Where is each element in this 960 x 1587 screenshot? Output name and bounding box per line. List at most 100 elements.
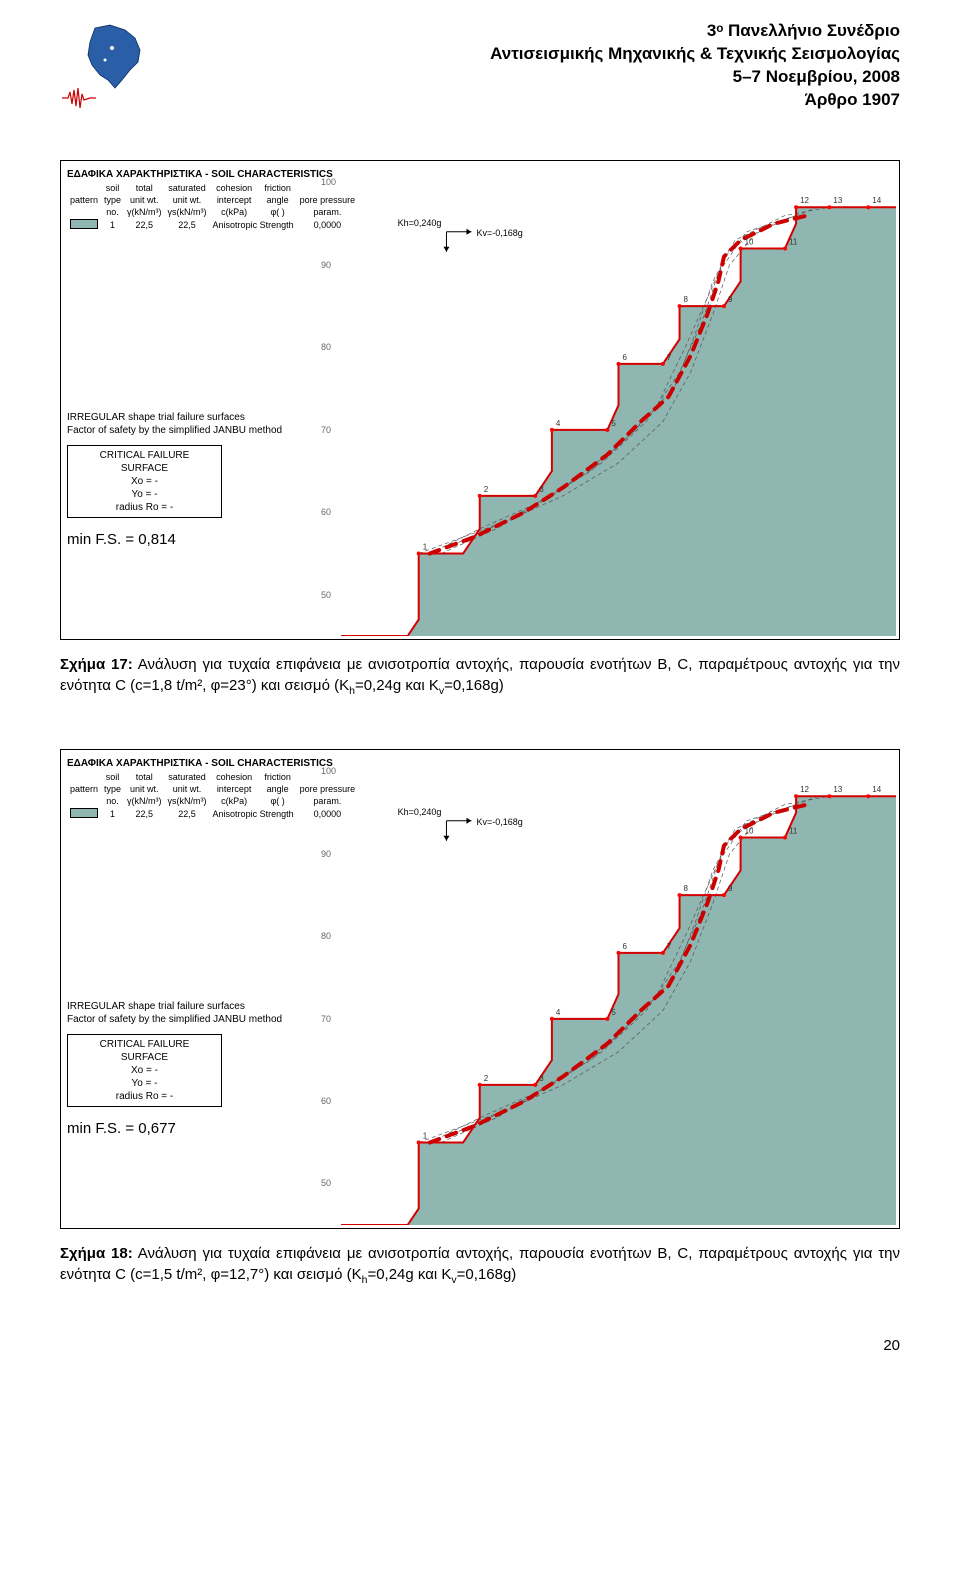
soil-characteristics-panel: ΕΔΑΦΙΚΑ ΧΑΡΑΚΤΗΡΙΣΤΙΚΑ - SOIL CHARACTERI… bbox=[67, 169, 337, 232]
profile-node-number: 13 bbox=[833, 196, 842, 205]
profile-node-dot bbox=[533, 1083, 537, 1087]
profile-node-number: 12 bbox=[800, 196, 809, 205]
profile-node-dot bbox=[866, 205, 870, 209]
profile-node-number: 4 bbox=[556, 1008, 561, 1017]
profile-node-number: 7 bbox=[667, 353, 672, 362]
profile-node-dot bbox=[417, 1140, 421, 1144]
profile-node-dot bbox=[783, 835, 787, 839]
header-line-3: 5–7 Νοεμβρίου, 2008 bbox=[490, 66, 900, 89]
soil-table: soiltotalsaturatedcohesionfrictionpatter… bbox=[67, 182, 358, 232]
soil-mass-fill bbox=[341, 796, 896, 1225]
y-tick-label: 50 bbox=[321, 1178, 331, 1188]
profile-node-dot bbox=[478, 1083, 482, 1087]
y-tick-label: 90 bbox=[321, 849, 331, 859]
page-header: 3ᵒ Πανελλήνιο Συνέδριο Αντισεισμικής Μηχ… bbox=[60, 20, 900, 130]
method-line: IRREGULAR shape trial failure surfaces bbox=[67, 1000, 282, 1013]
page-number: 20 bbox=[60, 1337, 900, 1354]
critical-failure-box: CRITICAL FAILURE SURFACEXo = -Yo = -radi… bbox=[67, 445, 222, 518]
soil-pattern-swatch bbox=[70, 808, 98, 818]
profile-node-number: 8 bbox=[684, 295, 689, 304]
profile-node-dot bbox=[605, 1017, 609, 1021]
profile-node-number: 9 bbox=[728, 295, 733, 304]
fig18-caption-label: Σχήμα 18: bbox=[60, 1245, 133, 1262]
svg-text:Kv=-0,168g: Kv=-0,168g bbox=[476, 228, 522, 238]
conference-logo bbox=[60, 20, 150, 110]
method-block: IRREGULAR shape trial failure surfacesFa… bbox=[67, 411, 282, 550]
profile-node-dot bbox=[866, 794, 870, 798]
profile-node-dot bbox=[617, 362, 621, 366]
profile-node-number: 7 bbox=[667, 942, 672, 951]
profile-node-number: 10 bbox=[745, 826, 754, 835]
soil-mass-fill bbox=[341, 207, 896, 636]
profile-node-number: 1 bbox=[423, 1131, 428, 1140]
figure-17: ΕΔΑΦΙΚΑ ΧΑΡΑΚΤΗΡΙΣΤΙΚΑ - SOIL CHARACTERI… bbox=[60, 160, 900, 699]
figure-18: ΕΔΑΦΙΚΑ ΧΑΡΑΚΤΗΡΙΣΤΙΚΑ - SOIL CHARACTERI… bbox=[60, 749, 900, 1288]
min-fs-label: min F.S. = 0,677 bbox=[67, 1119, 282, 1139]
profile-node-number: 6 bbox=[623, 942, 628, 951]
soil-characteristics-panel: ΕΔΑΦΙΚΑ ΧΑΡΑΚΤΗΡΙΣΤΙΚΑ - SOIL CHARACTERI… bbox=[67, 758, 337, 821]
profile-node-dot bbox=[794, 205, 798, 209]
profile-node-dot bbox=[617, 951, 621, 955]
profile-node-number: 5 bbox=[611, 419, 616, 428]
fig18-end: =0,168g) bbox=[457, 1266, 517, 1283]
profile-node-number: 10 bbox=[745, 237, 754, 246]
y-tick-label: 70 bbox=[321, 425, 331, 435]
profile-node-dot bbox=[550, 428, 554, 432]
figure-18-frame: ΕΔΑΦΙΚΑ ΧΑΡΑΚΤΗΡΙΣΤΙΚΑ - SOIL CHARACTERI… bbox=[60, 749, 900, 1229]
profile-node-dot bbox=[794, 794, 798, 798]
profile-node-dot bbox=[739, 835, 743, 839]
profile-node-number: 11 bbox=[789, 826, 798, 835]
slope-plot: 50607080901001234567891011121314Kh=0,240… bbox=[341, 166, 894, 634]
fig17-caption-label: Σχήμα 17: bbox=[60, 656, 133, 673]
profile-node-number: 4 bbox=[556, 419, 561, 428]
seismic-coefficient-indicator: Kh=0,240g Kv=-0,168g bbox=[398, 218, 523, 252]
profile-node-dot bbox=[722, 304, 726, 308]
figure-17-frame: ΕΔΑΦΙΚΑ ΧΑΡΑΚΤΗΡΙΣΤΙΚΑ - SOIL CHARACTERI… bbox=[60, 160, 900, 640]
profile-node-number: 8 bbox=[684, 884, 689, 893]
critical-failure-box: CRITICAL FAILURE SURFACEXo = -Yo = -radi… bbox=[67, 1034, 222, 1107]
y-tick-label: 60 bbox=[321, 1096, 331, 1106]
profile-node-dot bbox=[661, 951, 665, 955]
fig17-mid: =0,24g και K bbox=[355, 677, 439, 694]
profile-node-number: 3 bbox=[539, 1074, 544, 1083]
fig18-mid: =0,24g και K bbox=[367, 1266, 451, 1283]
profile-node-number: 14 bbox=[872, 785, 881, 794]
method-line: IRREGULAR shape trial failure surfaces bbox=[67, 411, 282, 424]
profile-node-number: 12 bbox=[800, 785, 809, 794]
header-text-block: 3ᵒ Πανελλήνιο Συνέδριο Αντισεισμικής Μηχ… bbox=[490, 20, 900, 112]
y-tick-label: 80 bbox=[321, 342, 331, 352]
profile-node-dot bbox=[678, 304, 682, 308]
profile-node-dot bbox=[739, 246, 743, 250]
min-fs-label: min F.S. = 0,814 bbox=[67, 530, 282, 550]
profile-node-number: 13 bbox=[833, 785, 842, 794]
header-line-1: 3ᵒ Πανελλήνιο Συνέδριο bbox=[490, 20, 900, 43]
y-tick-label: 100 bbox=[321, 177, 336, 187]
y-tick-label: 80 bbox=[321, 931, 331, 941]
profile-node-number: 9 bbox=[728, 884, 733, 893]
soil-title: ΕΔΑΦΙΚΑ ΧΑΡΑΚΤΗΡΙΣΤΙΚΑ - SOIL CHARACTERI… bbox=[67, 758, 337, 769]
y-tick-label: 90 bbox=[321, 260, 331, 270]
svg-text:Kv=-0,168g: Kv=-0,168g bbox=[476, 816, 522, 826]
profile-node-number: 11 bbox=[789, 237, 798, 246]
svg-text:Kh=0,240g: Kh=0,240g bbox=[398, 806, 442, 816]
profile-node-number: 5 bbox=[611, 1008, 616, 1017]
slope-plot: 50607080901001234567891011121314Kh=0,240… bbox=[341, 755, 894, 1223]
profile-node-dot bbox=[678, 893, 682, 897]
header-line-2: Αντισεισμικής Μηχανικής & Τεχνικής Σεισμ… bbox=[490, 43, 900, 66]
method-line: Factor of safety by the simplified JANBU… bbox=[67, 1013, 282, 1026]
profile-node-dot bbox=[661, 362, 665, 366]
profile-node-dot bbox=[783, 246, 787, 250]
header-line-4: Άρθρο 1907 bbox=[490, 89, 900, 112]
profile-node-dot bbox=[478, 494, 482, 498]
profile-node-dot bbox=[533, 494, 537, 498]
method-block: IRREGULAR shape trial failure surfacesFa… bbox=[67, 1000, 282, 1139]
y-tick-label: 70 bbox=[321, 1014, 331, 1024]
profile-node-dot bbox=[550, 1017, 554, 1021]
y-tick-label: 50 bbox=[321, 590, 331, 600]
profile-node-dot bbox=[722, 893, 726, 897]
soil-table: soiltotalsaturatedcohesionfrictionpatter… bbox=[67, 771, 358, 821]
fig17-end: =0,168g) bbox=[444, 677, 504, 694]
svg-text:Kh=0,240g: Kh=0,240g bbox=[398, 218, 442, 228]
soil-pattern-swatch bbox=[70, 219, 98, 229]
soil-title: ΕΔΑΦΙΚΑ ΧΑΡΑΚΤΗΡΙΣΤΙΚΑ - SOIL CHARACTERI… bbox=[67, 169, 337, 180]
